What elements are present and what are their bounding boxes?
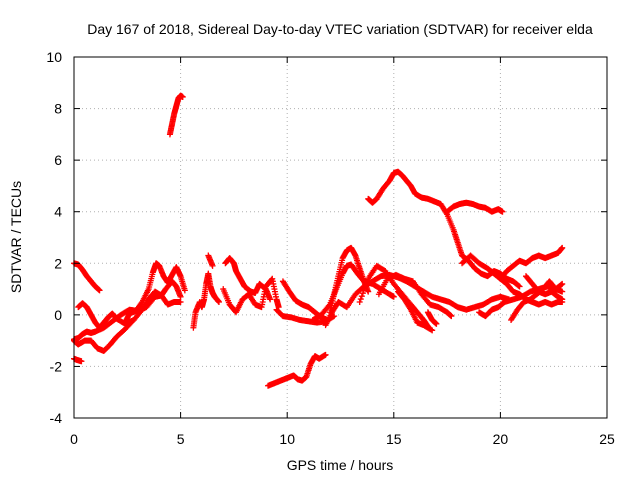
data-point [177, 293, 184, 300]
data-point [433, 320, 440, 327]
x-axis-label: GPS time / hours [287, 457, 394, 473]
data-point [499, 208, 506, 215]
series-track-6 [122, 260, 188, 326]
x-tick-label: 10 [279, 431, 295, 447]
data-point [559, 288, 566, 295]
x-tick-label: 5 [177, 431, 185, 447]
axis-ticks [73, 56, 608, 419]
data-point [357, 296, 364, 303]
series-track-11 [220, 275, 282, 316]
data-point [429, 327, 436, 334]
series-track-7 [166, 92, 186, 138]
y-tick-label: 4 [54, 204, 62, 220]
data-point [96, 287, 103, 294]
grid-lines [74, 57, 607, 418]
chart-title: Day 167 of 2018, Sidereal Day-to-day VTE… [87, 21, 593, 37]
data-point [181, 287, 188, 294]
data-point [559, 296, 566, 303]
data-point [365, 288, 372, 295]
series-track-8 [190, 270, 222, 331]
x-tick-label: 25 [599, 431, 615, 447]
data-point [559, 244, 566, 251]
y-tick-label: 10 [46, 49, 62, 65]
series-track-26 [497, 244, 566, 282]
data-point [359, 290, 366, 297]
data-point [322, 351, 329, 358]
series-track-13 [265, 351, 329, 389]
series-track-20 [395, 288, 436, 334]
data-point [448, 313, 455, 320]
y-tick-labels: -4 -2 0 2 4 6 8 10 [46, 49, 62, 426]
data-point [358, 293, 365, 300]
series-track-23 [444, 199, 506, 215]
data-point [267, 296, 274, 303]
y-tick-label: 6 [54, 152, 62, 168]
data-point [516, 283, 523, 290]
data-point [360, 287, 367, 294]
data-points [71, 92, 566, 389]
data-point [363, 281, 370, 288]
x-tick-label: 15 [386, 431, 402, 447]
series-track-28 [522, 273, 566, 303]
data-point [390, 293, 397, 300]
data-point [179, 93, 186, 100]
series-track-19 [375, 271, 455, 320]
x-tick-labels: 0 5 10 15 20 25 [70, 431, 615, 447]
data-point [209, 262, 216, 269]
y-tick-label: 2 [54, 255, 62, 271]
data-point [364, 278, 371, 285]
y-tick-label: -4 [50, 410, 63, 426]
x-tick-label: 0 [70, 431, 78, 447]
y-axis-label: SDTVAR / TECUs [8, 181, 24, 293]
series-track-4 [71, 288, 184, 354]
x-tick-label: 20 [493, 431, 509, 447]
plot-frame [73, 56, 608, 419]
data-point [177, 298, 184, 305]
y-tick-label: 0 [54, 307, 62, 323]
data-point [78, 358, 85, 365]
series-track-22 [424, 309, 440, 327]
data-point [362, 284, 369, 291]
y-tick-label: -2 [50, 358, 63, 374]
data-point [356, 298, 363, 305]
data-point [215, 298, 222, 305]
data-point [559, 280, 566, 287]
y-tick-label: 8 [54, 101, 62, 117]
series-track-9 [205, 252, 216, 269]
